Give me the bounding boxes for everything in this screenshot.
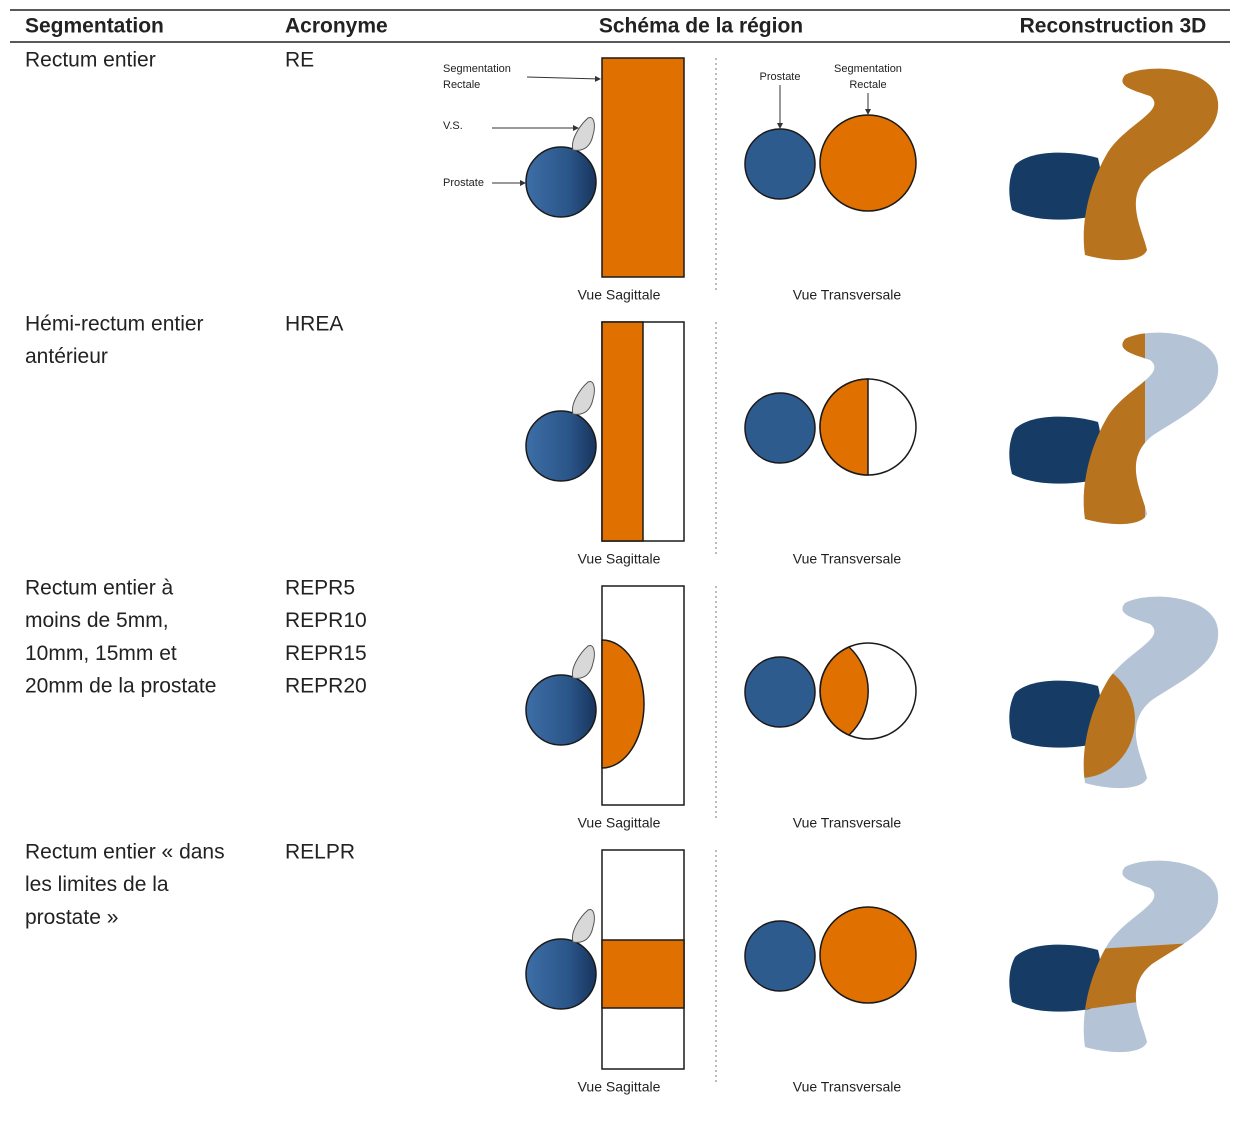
rectum-segment [601,321,644,542]
rectum-segment [601,57,685,278]
annotation: Rectale [443,79,480,91]
annotation: Prostate [443,177,484,189]
acronym: REPR15 [285,642,367,665]
acronym: HREA [285,313,343,336]
acronym: RELPR [285,841,355,864]
column-header: Reconstruction 3D [1020,15,1207,38]
caption: Vue Sagittale [578,815,661,831]
acronym: REPR5 [285,577,355,600]
segmentation-text: Rectum entier [25,49,156,72]
row-diagram [525,585,1219,821]
segmentation-text: antérieur [25,345,108,368]
acronym: RE [285,49,314,72]
row-diagram [525,849,1219,1085]
segmentation-text: 20mm de la prostate [25,675,216,698]
rectum-segment [601,639,645,769]
column-header: Segmentation [25,15,164,38]
arrow [526,75,601,82]
annotation: Segmentation [834,63,902,75]
rectum-3d [1083,68,1219,261]
rectum-segment-transverse [819,646,869,736]
segmentation-text: Rectum entier « dans [25,841,225,864]
segmentation-text: les limites de la [25,873,169,896]
annotation: Prostate [760,71,801,83]
caption: Vue Transversale [793,815,902,831]
caption: Vue Sagittale [578,1079,661,1095]
segmentation-text: moins de 5mm, [25,609,169,632]
annotation: Rectale [849,79,886,91]
segmentation-text: Hémi-rectum entier [25,313,204,336]
annotation: Segmentation [443,63,511,75]
row-diagram: Segmentation Rectale V.S. Prostate Prost… [443,57,1219,293]
acronym: REPR10 [285,609,367,632]
rectum-segment-transverse [819,378,869,476]
segmentation-text: Rectum entier à [25,577,174,600]
row-diagram [525,321,1219,557]
caption: Vue Transversale [793,287,902,303]
caption: Vue Transversale [793,551,902,567]
rectum-segment [601,939,685,1009]
rectum-transverse [819,114,917,212]
segmentation-text: prostate » [25,906,118,929]
column-header: Acronyme [285,15,388,38]
caption: Vue Sagittale [578,287,661,303]
caption: Vue Sagittale [578,551,661,567]
segmentation-text: 10mm, 15mm et [25,642,177,665]
column-header: Schéma de la région [599,15,803,38]
caption: Vue Transversale [793,1079,902,1095]
acronym: REPR20 [285,675,367,698]
rectum-transverse [819,906,917,1004]
annotations [492,75,871,186]
annotation: V.S. [443,120,463,132]
